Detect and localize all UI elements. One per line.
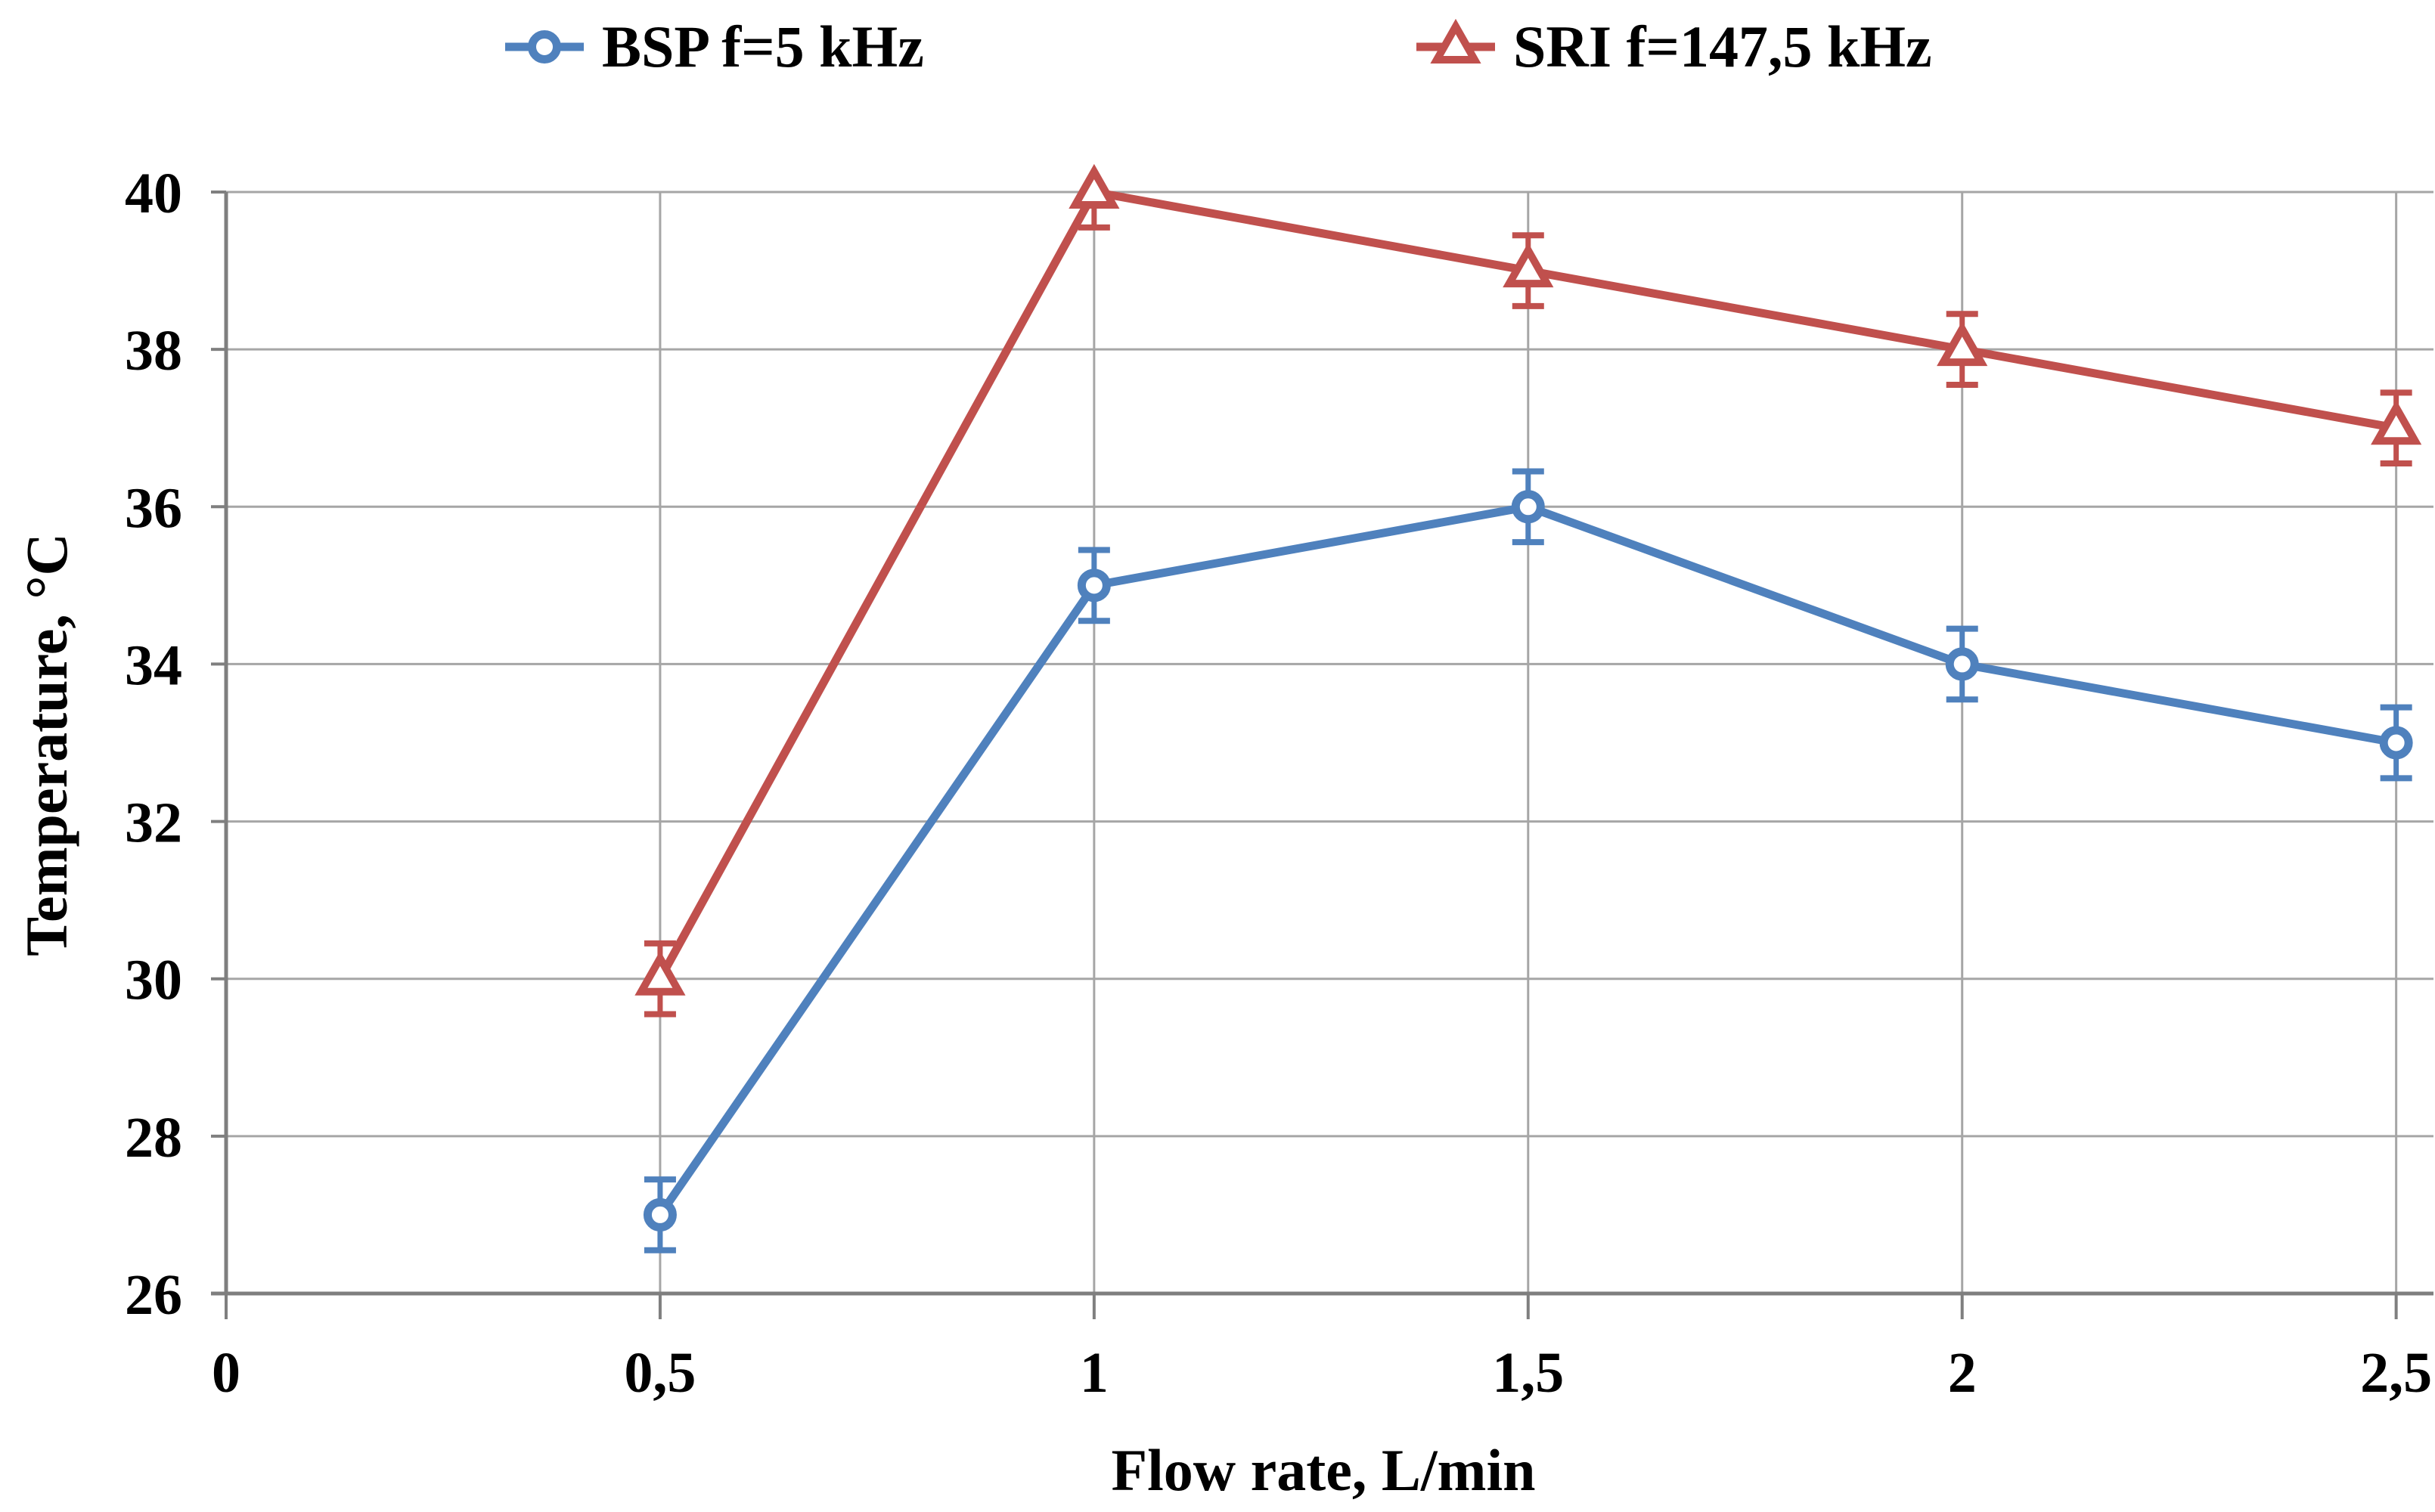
y-axis-title: Temperature, °C — [14, 533, 79, 956]
open-triangle-marker-icon — [1416, 18, 1495, 64]
legend-item-bsp: BSP f=5 kHz — [504, 9, 924, 85]
legend-item-sri: SRI f=147,5 kHz — [1415, 9, 1932, 85]
legend-label-sri: SRI f=147,5 kHz — [1513, 14, 1932, 79]
svg-text:30: 30 — [125, 949, 182, 1012]
svg-text:1,5: 1,5 — [1492, 1341, 1564, 1405]
svg-text:38: 38 — [125, 319, 182, 383]
svg-text:28: 28 — [125, 1106, 182, 1170]
svg-text:0,5: 0,5 — [624, 1341, 696, 1405]
svg-text:32: 32 — [125, 792, 182, 855]
svg-text:36: 36 — [125, 476, 182, 540]
svg-text:0: 0 — [212, 1341, 240, 1405]
svg-text:34: 34 — [125, 634, 182, 697]
svg-text:2,5: 2,5 — [2360, 1341, 2432, 1405]
legend-label-bsp: BSP f=5 kHz — [602, 14, 924, 79]
svg-text:2: 2 — [1948, 1341, 1977, 1405]
svg-text:1: 1 — [1080, 1341, 1109, 1405]
svg-text:26: 26 — [125, 1263, 182, 1327]
x-axis-title: Flow rate, L/min — [1111, 1437, 1536, 1503]
open-circle-marker-icon — [505, 30, 584, 64]
svg-text:40: 40 — [125, 162, 182, 225]
